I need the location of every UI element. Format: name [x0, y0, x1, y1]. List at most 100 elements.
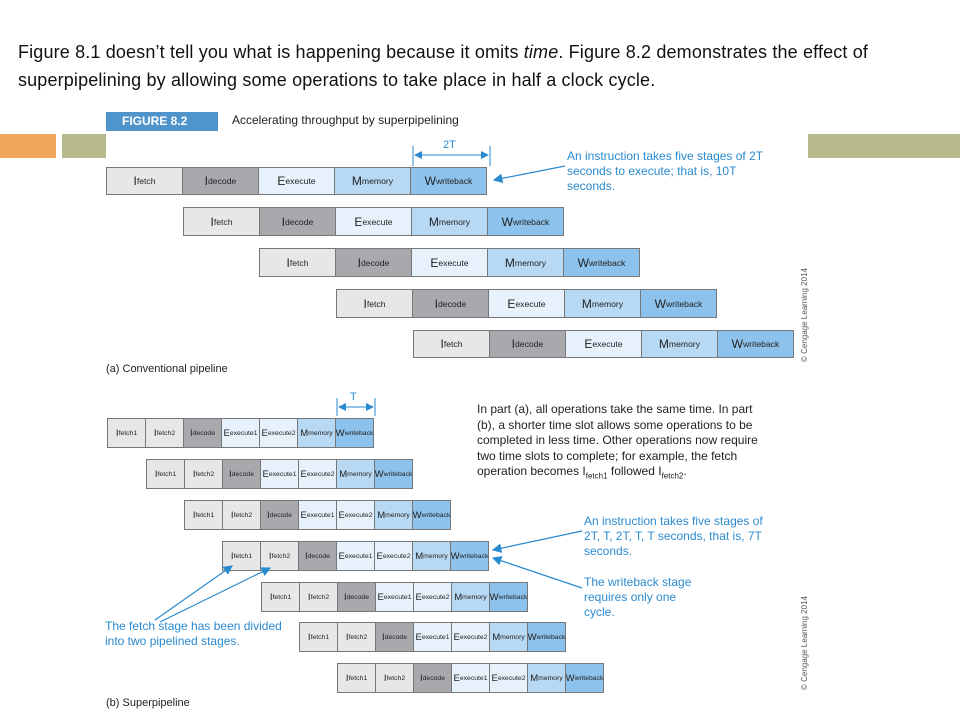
explanation-text-3: .	[683, 464, 687, 478]
stage-letter: I	[228, 468, 232, 480]
stage-letter: E	[261, 427, 268, 439]
figure-badge: FIGURE 8.2	[106, 112, 218, 131]
stage-subscript: fetch	[289, 257, 309, 268]
stage-letter: I	[286, 255, 290, 270]
stage-letter: E	[491, 672, 498, 684]
stage-letter: I	[357, 255, 362, 270]
stage-subscript: execute1	[421, 633, 450, 641]
stage-letter: I	[133, 174, 137, 188]
stage-letter: I	[269, 591, 273, 603]
stage-letter: I	[307, 631, 311, 643]
stage-letter: I	[511, 337, 516, 351]
superpipeline-explanation: In part (a), all operations take the sam…	[477, 402, 762, 484]
stage-letter: E	[300, 468, 307, 480]
stage-letter: I	[434, 296, 439, 311]
stage-letter: E	[354, 214, 363, 229]
stage-subscript: execute	[285, 176, 316, 186]
stage-subscript: writeback	[421, 511, 451, 519]
stage-letter: I	[210, 214, 214, 229]
stage-subscript: decode	[269, 511, 293, 519]
stage-letter: M	[658, 337, 669, 351]
copyright-b: © Cengage Learning 2014	[800, 596, 809, 690]
stage-subscript: fetch1	[118, 429, 138, 437]
stage-letter: W	[654, 296, 666, 311]
stage-letter: I	[440, 337, 444, 351]
note-fetch-divided: The fetch stage has been divided into tw…	[105, 619, 282, 648]
stage-letter: I	[230, 509, 234, 521]
stage-letter: E	[376, 550, 383, 562]
stage-subscript: fetch1	[195, 511, 215, 519]
stage-letter: E	[415, 631, 422, 643]
stage-letter: I	[153, 427, 157, 439]
intro-text-2: . Figure 8.2 demonstrates the effect of …	[18, 42, 869, 90]
note-five-stages-7t: An instruction takes five stages of 2T, …	[584, 514, 763, 558]
stage-subscript: execute	[592, 339, 623, 349]
stage-subscript: decode	[361, 257, 390, 268]
stage-subscript: execute1	[268, 470, 297, 478]
stage-subscript: execute2	[267, 429, 296, 437]
stage-letter: E	[377, 591, 384, 603]
stage-subscript: memory	[347, 470, 372, 478]
stage-subscript: fetch2	[386, 674, 406, 682]
stage-subscript: fetch2	[156, 429, 176, 437]
stage-letter: I	[266, 509, 270, 521]
stage-letter: I	[381, 631, 385, 643]
stage-subscript: decode	[285, 216, 314, 227]
stage-subscript: writeback	[536, 633, 566, 641]
stage-subscript: fetch1	[310, 633, 330, 641]
stage-letter: M	[492, 631, 501, 643]
stage-letter: I	[383, 672, 387, 684]
stage-letter: I	[281, 214, 286, 229]
stage-letter: M	[415, 550, 424, 562]
note-five-stages-2t: An instruction takes five stages of 2T s…	[567, 149, 763, 193]
stage-subscript: fetch	[213, 216, 233, 227]
stage-subscript: memory	[591, 298, 624, 309]
stage-letter: E	[223, 427, 230, 439]
stage-letter: I	[230, 550, 234, 562]
stage-subscript: fetch2	[310, 593, 330, 601]
slide-accent-green-right	[808, 134, 960, 158]
stage-letter: W	[731, 337, 743, 351]
stage-letter: W	[577, 255, 589, 270]
stage-subscript: memory	[668, 339, 701, 349]
